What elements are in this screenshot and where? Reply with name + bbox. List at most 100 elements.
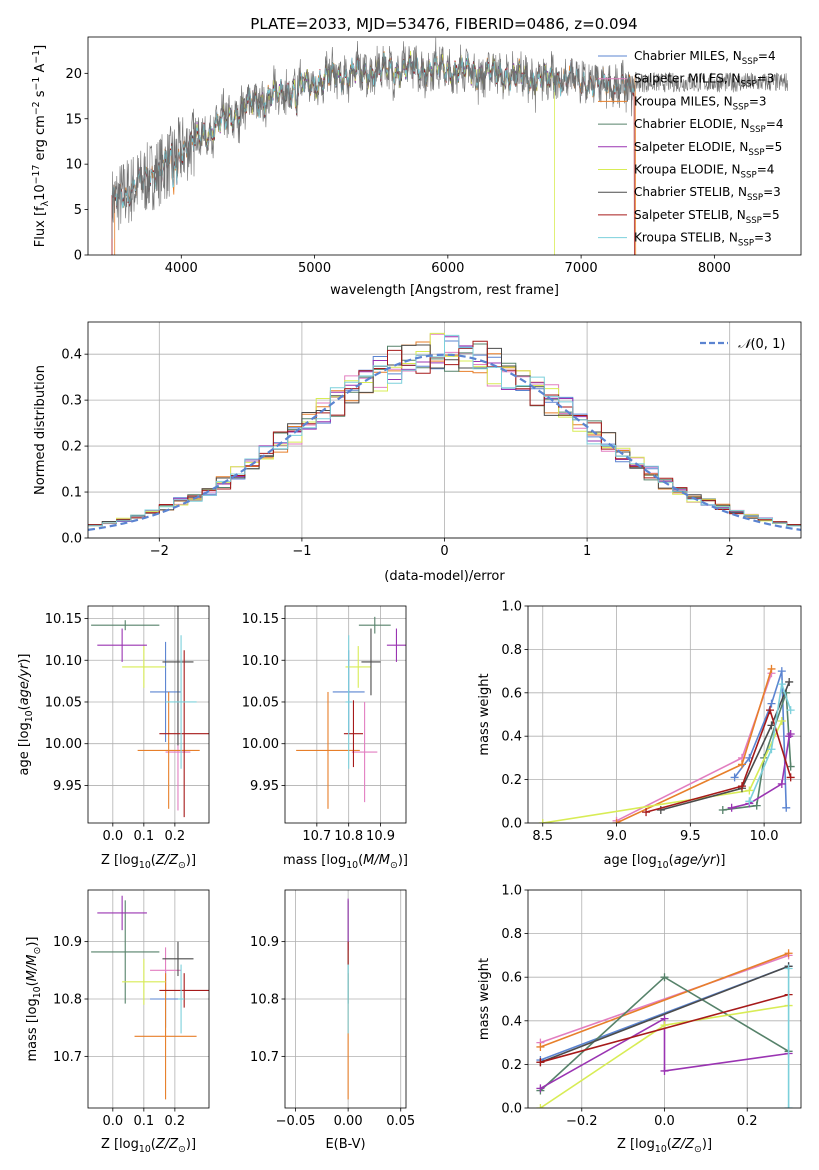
x-axis-label: Z [log10(Z/Z⊙)] [101, 1137, 196, 1155]
y-tick-label: 0.4 [501, 1014, 522, 1029]
weight-line [660, 681, 790, 811]
x-axis-label-part: )] [702, 1137, 712, 1152]
panel-age_vs_Z: 0.0 0.1 0.2 9.95 10.00 10.05 10.10 10.15 age [lo… [17, 605, 210, 871]
x-axis-label-part: 10 [139, 1144, 151, 1155]
x-tick-label: 0.1 [134, 829, 155, 844]
y-axis-label-part: −2 [31, 101, 42, 115]
weight-marker [727, 803, 736, 812]
weight-marker [782, 803, 791, 812]
panel-weight_vs_age: 8.5 9.0 9.5 10.0 0.0 0.2 0.4 0.6 0.8 1.0 mass weig… [477, 600, 802, 871]
legend-entry-part: =4 [758, 49, 776, 63]
x-axis-label-part: ⊙ [694, 1144, 702, 1155]
weight-marker [536, 1084, 545, 1093]
y-axis-label: mass weight [477, 673, 492, 755]
weight-marker [777, 779, 786, 788]
weight-marker [786, 730, 795, 739]
legend-entry-part: SSP [738, 239, 754, 249]
x-axis-label: Z [log10(Z/Z⊙)] [101, 853, 196, 871]
weight-marker [718, 805, 727, 814]
x-axis-label-part: ( [358, 853, 363, 868]
y-axis-label-part: −1 [31, 77, 42, 91]
weight-line [540, 965, 789, 1063]
x-axis-label-part: Z [log [617, 1137, 655, 1152]
x-tick-label: 0.2 [737, 1114, 758, 1129]
x-axis-label: Z [log10(Z/Z⊙)] [617, 1137, 712, 1155]
x-tick-label: 0 [440, 544, 448, 559]
x-axis-label-part: ( [151, 1137, 156, 1152]
weight-marker [642, 808, 651, 817]
x-tick-label: 4000 [165, 261, 198, 276]
y-tick-label: 10.05 [45, 695, 82, 710]
weight-marker [536, 1104, 545, 1108]
x-tick-label: 2 [726, 544, 734, 559]
weight-line [540, 952, 789, 1048]
weight-marker [612, 819, 621, 823]
legend-entry: Kroupa STELIB, NSSP=3 [634, 231, 772, 249]
legend-entry-part: =5 [765, 140, 783, 154]
legend-entry: Salpeter ELODIE, NSSP=5 [634, 140, 782, 158]
legend-entry-part: =5 [762, 208, 780, 222]
y-axis-label: mass [log10(M/M⊙)] [25, 937, 43, 1062]
legend-entry-part: Chabrier STELIB, N [634, 185, 747, 199]
x-tick-label: 10.9 [366, 829, 395, 844]
y-tick-label: 0.0 [61, 532, 82, 547]
y-tick-label: 10.9 [53, 935, 82, 950]
x-tick-label: 10.7 [302, 829, 331, 844]
y-tick-label: 10.9 [250, 935, 279, 950]
x-axis-label: mass [log10(M/M⊙)] [283, 853, 408, 871]
legend-entry-part: =4 [766, 117, 784, 131]
y-tick-label: 10.00 [45, 737, 82, 752]
panel-age_vs_mass: 10.7 10.8 10.9 9.95 10.00 10.05 10.10 10.15 mass… [242, 605, 408, 871]
x-tick-label: 0.2 [165, 829, 186, 844]
x-axis-label-part: M/M [363, 853, 390, 868]
x-tick-label: 0.05 [386, 1114, 415, 1129]
y-axis-label-part: 10 [24, 710, 35, 722]
y-tick-label: 10.7 [53, 1050, 82, 1065]
x-axis-label-part: )] [398, 853, 408, 868]
panel-weight_vs_Z: −0.2 0.0 0.2 0.0 0.2 0.4 0.6 0.8 1.0 mass weight Z… [477, 884, 802, 1155]
panel-mass_vs_ebv: −0.05 0.00 0.05 10.7 10.8 10.9 E(B-V) [250, 889, 415, 1152]
weight-marker [745, 797, 754, 806]
normal-curve [88, 353, 801, 531]
legend-entry-part: =4 [757, 163, 775, 177]
y-tick-label: 10.10 [242, 654, 279, 669]
weight-marker [786, 773, 795, 782]
y-axis-label-part: A [33, 64, 48, 77]
y-tick-label: 10.15 [45, 612, 82, 627]
weight-marker [784, 949, 793, 958]
y-tick-label: 0.1 [61, 486, 82, 501]
weight-marker [767, 664, 776, 673]
legend-entry: Chabrier STELIB, NSSP=3 [634, 185, 781, 203]
legend-entry-part: SSP [750, 125, 766, 135]
x-tick-label: 7000 [565, 261, 598, 276]
x-tick-label: 0.0 [102, 829, 123, 844]
x-axis-label-part: )] [186, 853, 196, 868]
weight-marker [745, 786, 754, 795]
legend-entry: Chabrier ELODIE, NSSP=4 [634, 117, 783, 135]
y-tick-label: 10.8 [250, 993, 279, 1008]
y-axis-label-part: ( [25, 981, 40, 986]
x-tick-label: −1 [292, 544, 311, 559]
y-axis-label-part: 10 [33, 184, 48, 201]
y-axis-label: Normed distribution [33, 365, 48, 495]
x-tick-label: 6000 [431, 261, 464, 276]
weight-marker [784, 1104, 793, 1108]
y-tick-label: 0.6 [501, 686, 522, 701]
legend-entry-part: SSP [741, 80, 757, 90]
plot-area [91, 895, 209, 1100]
legend-entry-part: Chabrier MILES, N [634, 49, 742, 63]
x-axis-label-part: ( [667, 1137, 672, 1152]
legend-entry-part: =3 [763, 185, 781, 199]
x-axis-label-part: )] [186, 1137, 196, 1152]
plot-area [538, 664, 795, 823]
weight-line [645, 707, 792, 813]
legend-entry-part: Kroupa STELIB, N [634, 231, 738, 245]
x-axis-label-part: 10 [655, 1144, 667, 1155]
y-axis-label-part: Flux [f [33, 206, 48, 247]
legend-entry: Kroupa MILES, NSSP=3 [634, 94, 767, 112]
y-tick-label: 10.00 [242, 737, 279, 752]
x-tick-label: 0.1 [134, 1114, 155, 1129]
y-axis-label-part: 10 [32, 986, 43, 998]
legend-entry-part: Kroupa ELODIE, N [634, 163, 741, 177]
